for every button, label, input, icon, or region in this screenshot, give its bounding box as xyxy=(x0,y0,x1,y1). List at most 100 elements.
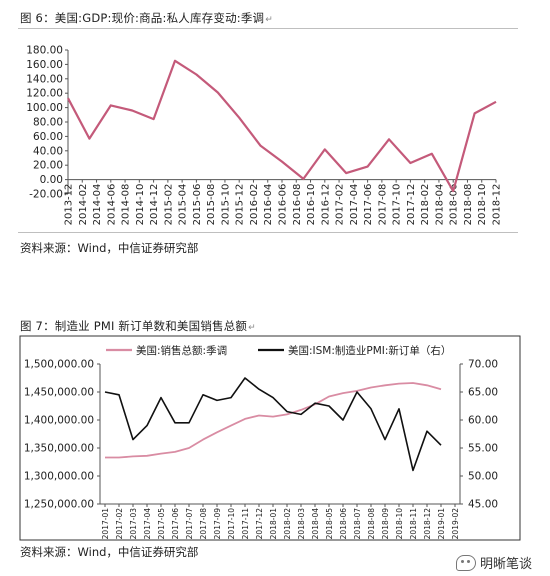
legend-sales-label: 美国:销售总额:季调 xyxy=(136,344,227,357)
x-tick-label: 2018-06 xyxy=(449,184,460,226)
figure6-caption-text: 图 6：美国:GDP:现价:商品:私人库存变动:季调 xyxy=(20,11,265,25)
left-y-tick-label: 1,350,000.00 xyxy=(24,443,94,455)
x-tick-label: 2016-04 xyxy=(263,184,274,226)
figure7-caption-text: 图 7：制造业 PMI 新订单数和美国销售总额 xyxy=(20,319,248,333)
right-y-tick-label: 70.00 xyxy=(468,359,498,371)
x-tick-label: 2017-12 xyxy=(255,508,264,540)
x-tick-label: 2017-08 xyxy=(377,184,388,226)
y-tick-label: 180.00 xyxy=(26,45,63,57)
paragraph-mark-icon: ↵ xyxy=(265,15,273,25)
figure6-source: 资料来源：Wind，中信证券研究部 xyxy=(20,240,198,256)
x-tick-label: 2018-11 xyxy=(409,508,418,540)
x-tick-label: 2018-02 xyxy=(420,184,431,226)
x-tick-label: 2017-11 xyxy=(241,508,250,540)
x-tick-label: 2014-06 xyxy=(106,184,117,226)
x-tick-label: 2015-10 xyxy=(220,184,231,226)
y-tick-label: 20.00 xyxy=(33,160,63,172)
x-tick-label: 2018-12 xyxy=(423,508,432,540)
y-tick-label: 120.00 xyxy=(26,88,63,100)
x-tick-label: 2017-06 xyxy=(171,508,180,540)
x-tick-label: 2017-03 xyxy=(129,508,138,540)
y-tick-label: 100.00 xyxy=(26,102,63,114)
x-tick-label: 2018-03 xyxy=(297,508,306,540)
x-tick-label: 2014-04 xyxy=(92,184,103,226)
x-tick-label: 2018-07 xyxy=(353,508,362,540)
x-tick-label: 2017-10 xyxy=(392,184,403,226)
right-y-tick-label: 60.00 xyxy=(468,415,498,427)
figure7-source-text: 资料来源：Wind，中信证券研究部 xyxy=(20,545,199,559)
x-tick-label: 2018-10 xyxy=(395,508,404,540)
y-tick-label: 60.00 xyxy=(33,131,63,143)
sales-total-series-line xyxy=(105,382,442,459)
pmi-new-orders-series-line xyxy=(104,377,442,472)
x-tick-label: 2017-02 xyxy=(335,184,346,226)
right-y-tick-label: 65.00 xyxy=(468,387,498,399)
wechat-logo-icon xyxy=(455,554,476,571)
x-tick-label: 2018-08 xyxy=(367,508,376,540)
x-tick-label: 2016-06 xyxy=(278,184,289,226)
right-y-tick-label: 55.00 xyxy=(468,443,498,455)
x-tick-label: 2018-04 xyxy=(434,184,445,226)
x-tick-label: 2017-10 xyxy=(227,508,236,540)
x-tick-label: 2017-06 xyxy=(363,184,374,226)
x-tick-label: 2018-02 xyxy=(283,508,292,540)
y-tick-label: -20.00 xyxy=(29,189,63,201)
left-y-tick-label: 1,400,000.00 xyxy=(24,415,94,427)
x-tick-label: 2017-04 xyxy=(143,508,152,540)
x-tick-label: 2013-12 xyxy=(64,184,75,226)
y-tick-label: 160.00 xyxy=(26,59,63,71)
right-y-tick-label: 45.00 xyxy=(468,499,498,511)
x-tick-label: 2019-02 xyxy=(451,508,460,540)
x-tick-label: 2018-01 xyxy=(269,508,278,540)
x-tick-label: 2016-10 xyxy=(306,184,317,226)
right-y-tick-label: 50.00 xyxy=(468,471,498,483)
x-tick-label: 2014-02 xyxy=(78,184,89,226)
left-y-tick-label: 1,300,000.00 xyxy=(24,471,94,483)
x-tick-label: 2014-10 xyxy=(135,184,146,226)
figure6-top-rule xyxy=(18,28,518,29)
y-tick-label: 0.00 xyxy=(40,174,63,186)
x-tick-label: 2018-08 xyxy=(463,184,474,226)
legend-pmi-label: 美国:ISM:制造业PMI:新订单（右） xyxy=(288,344,451,357)
y-tick-label: 80.00 xyxy=(33,117,63,129)
x-tick-label: 2015-02 xyxy=(163,184,174,226)
x-tick-label: 2016-02 xyxy=(249,184,260,226)
x-tick-label: 2017-12 xyxy=(406,184,417,226)
x-tick-label: 2018-04 xyxy=(311,508,320,540)
figure6-caption: 图 6：美国:GDP:现价:商品:私人库存变动:季调↵ xyxy=(20,10,273,26)
x-tick-label: 2018-12 xyxy=(492,184,503,226)
x-tick-label: 2018-05 xyxy=(325,508,334,540)
x-tick-label: 2017-05 xyxy=(157,508,166,540)
x-tick-label: 2019-01 xyxy=(437,508,446,540)
watermark-text: 明晰笔谈 xyxy=(479,557,532,572)
x-tick-label: 2018-09 xyxy=(381,508,390,540)
x-tick-label: 2017-02 xyxy=(115,508,124,540)
figure6-source-text: 资料来源：Wind，中信证券研究部 xyxy=(20,241,199,255)
figure7-caption: 图 7：制造业 PMI 新订单数和美国销售总额↵ xyxy=(20,318,256,334)
x-tick-label: 2016-12 xyxy=(320,184,331,226)
figure6-bottom-rule xyxy=(18,232,518,233)
x-tick-label: 2014-12 xyxy=(149,184,160,226)
y-tick-label: 140.00 xyxy=(26,73,63,85)
x-tick-label: 2015-06 xyxy=(192,184,203,226)
x-tick-label: 2017-08 xyxy=(199,508,208,540)
figure7-source: 资料来源：Wind，中信证券研究部 xyxy=(20,544,198,560)
x-tick-label: 2017-01 xyxy=(101,508,110,540)
x-tick-label: 2015-08 xyxy=(206,184,217,226)
x-tick-label: 2017-09 xyxy=(213,508,222,540)
x-tick-label: 2017-04 xyxy=(349,184,360,226)
watermark: 明晰笔谈 xyxy=(455,553,532,572)
left-y-tick-label: 1,500,000.00 xyxy=(24,359,94,371)
x-tick-label: 2018-10 xyxy=(477,184,488,226)
left-y-tick-label: 1,450,000.00 xyxy=(24,387,94,399)
x-tick-label: 2015-12 xyxy=(235,184,246,226)
paragraph-mark-icon: ↵ xyxy=(248,323,256,333)
figure7-frame xyxy=(19,335,521,541)
left-y-tick-label: 1,250,000.00 xyxy=(24,499,94,511)
x-tick-label: 2016-08 xyxy=(292,184,303,226)
y-tick-label: 40.00 xyxy=(33,145,63,157)
gdp-inventory-series-line xyxy=(67,59,497,193)
x-tick-label: 2015-04 xyxy=(178,184,189,226)
x-tick-label: 2018-06 xyxy=(339,508,348,540)
